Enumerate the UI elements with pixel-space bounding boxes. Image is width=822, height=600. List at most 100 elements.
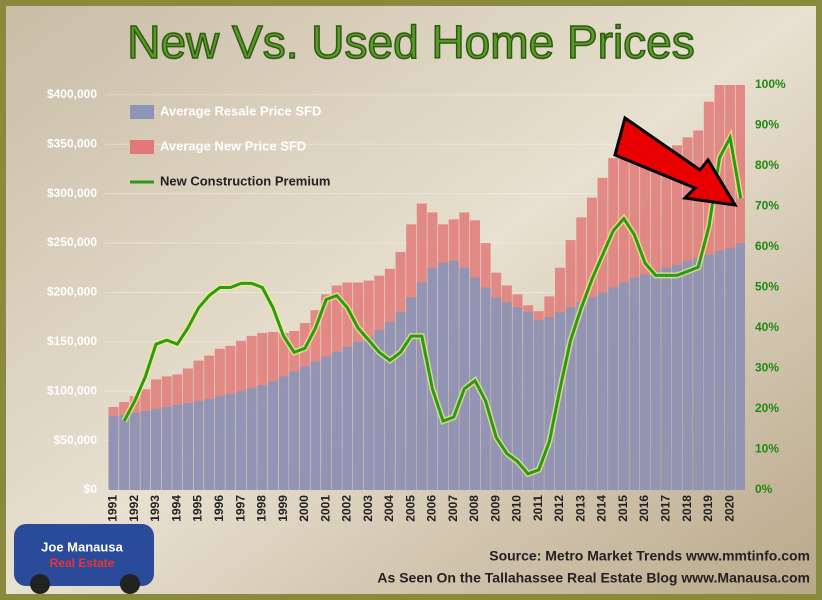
bar xyxy=(225,394,236,490)
bar xyxy=(693,257,704,490)
bar xyxy=(342,346,353,490)
bar xyxy=(267,381,278,490)
bar xyxy=(363,336,374,490)
y-tick-label: $400,000 xyxy=(47,87,97,101)
y2-tick-label: 0% xyxy=(755,482,773,496)
x-tick-label: 1996 xyxy=(212,495,226,522)
bar xyxy=(395,312,406,490)
bar xyxy=(586,297,597,490)
x-tick-label: 1992 xyxy=(127,495,141,522)
bar xyxy=(597,292,608,490)
x-tick-label: 1991 xyxy=(106,495,120,522)
legend-label: New Construction Premium xyxy=(160,173,330,188)
bar xyxy=(129,412,140,490)
x-tick-label: 2003 xyxy=(361,495,375,522)
bar xyxy=(406,297,417,490)
bar xyxy=(257,385,268,490)
y2-tick-label: 70% xyxy=(755,199,779,213)
bar xyxy=(714,250,725,490)
bar xyxy=(650,270,661,490)
bar xyxy=(151,409,162,490)
x-tick-label: 2020 xyxy=(722,495,736,522)
bar xyxy=(661,267,672,490)
y-tick-label: $150,000 xyxy=(47,334,97,348)
y-tick-label: $100,000 xyxy=(47,383,97,397)
bar xyxy=(523,312,534,490)
source-note: As Seen On the Tallahassee Real Estate B… xyxy=(377,570,810,586)
y2-tick-label: 80% xyxy=(755,158,779,172)
bar xyxy=(299,366,310,490)
x-tick-label: 1997 xyxy=(233,495,247,522)
y-tick-label: $350,000 xyxy=(47,136,97,150)
y2-tick-label: 10% xyxy=(755,442,779,456)
x-tick-label: 2007 xyxy=(446,495,460,522)
x-tick-label: 1998 xyxy=(255,495,269,522)
x-tick-label: 2019 xyxy=(701,495,715,522)
bar xyxy=(289,371,300,490)
x-tick-label: 2006 xyxy=(425,495,439,522)
x-tick-label: 1995 xyxy=(191,495,205,522)
x-tick-label: 2004 xyxy=(382,495,396,522)
bar xyxy=(236,391,247,490)
bar xyxy=(204,399,215,490)
bar xyxy=(576,302,587,490)
y2-tick-label: 100% xyxy=(755,77,786,91)
bar xyxy=(416,282,427,490)
y2-tick-label: 40% xyxy=(755,320,779,334)
y2-tick-label: 90% xyxy=(755,118,779,132)
y-tick-label: $50,000 xyxy=(54,433,98,447)
legend-swatch xyxy=(130,140,154,154)
y-tick-label: $250,000 xyxy=(47,235,97,249)
line xyxy=(122,132,743,476)
bar xyxy=(321,356,332,490)
x-tick-label: 2010 xyxy=(510,495,524,522)
bar xyxy=(278,376,289,490)
x-tick-label: 2008 xyxy=(467,495,481,522)
bar xyxy=(491,297,502,490)
bar xyxy=(703,254,714,490)
y2-tick-label: 20% xyxy=(755,401,779,415)
x-tick-label: 2018 xyxy=(680,495,694,522)
bar xyxy=(682,260,693,490)
legend-label: Average Resale Price SFD xyxy=(160,103,321,118)
bar xyxy=(480,287,491,490)
bar xyxy=(438,262,449,490)
bar xyxy=(618,282,629,490)
x-tick-label: 2014 xyxy=(595,495,609,522)
bar xyxy=(108,415,119,490)
bar xyxy=(374,329,385,490)
bar xyxy=(161,407,172,490)
bar xyxy=(629,277,640,490)
x-tick-label: 1994 xyxy=(169,495,183,522)
bar xyxy=(172,405,183,490)
bar xyxy=(501,302,512,490)
bar xyxy=(140,410,151,490)
bar xyxy=(310,361,321,490)
y2-tick-label: 30% xyxy=(755,361,779,375)
x-tick-label: 2011 xyxy=(531,495,545,521)
bar xyxy=(533,320,544,490)
x-tick-label: 2005 xyxy=(403,495,417,522)
x-tick-label: 2002 xyxy=(340,495,354,522)
bar xyxy=(193,401,204,490)
y2-tick-label: 50% xyxy=(755,280,779,294)
x-tick-label: 2015 xyxy=(616,495,630,522)
bar xyxy=(608,287,619,490)
arrow xyxy=(613,115,738,207)
wheel xyxy=(30,574,50,594)
bar xyxy=(119,414,130,490)
x-tick-label: 1999 xyxy=(276,495,290,522)
x-tick-label: 2012 xyxy=(552,495,566,522)
bar xyxy=(448,260,459,490)
source-note: Source: Metro Market Trends www.mmtinfo.… xyxy=(489,548,810,564)
bar xyxy=(725,247,736,490)
x-tick-label: 2009 xyxy=(488,495,502,522)
y-tick-label: $200,000 xyxy=(47,285,97,299)
x-tick-label: 2017 xyxy=(659,495,673,522)
bar xyxy=(544,317,555,490)
legend-label: Average New Price SFD xyxy=(160,138,306,153)
car-body xyxy=(14,524,154,586)
bar xyxy=(214,396,225,490)
